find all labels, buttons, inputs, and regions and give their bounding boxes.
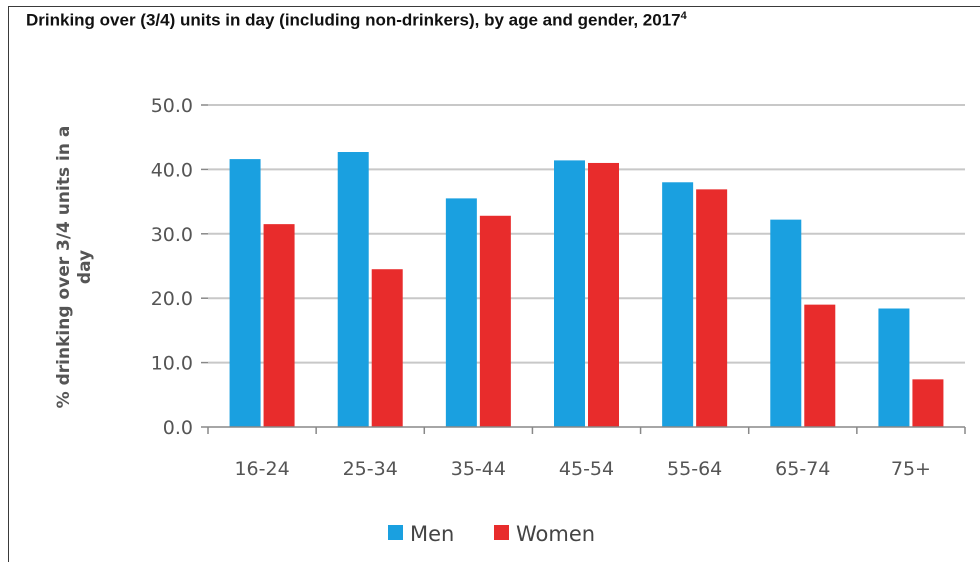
legend-label-men: Men: [410, 522, 454, 546]
bar-men-45-54: [554, 160, 585, 427]
y-tick-label: 30.0: [151, 224, 193, 246]
y-tick-labels: 0.0 10.0 20.0 30.0 40.0 50.0: [151, 95, 208, 439]
y-tick-label: 10.0: [151, 353, 193, 375]
x-tick-label: 65-74: [775, 458, 830, 480]
bar-women-75+: [912, 379, 944, 427]
legend-label-women: Women: [516, 522, 595, 546]
y-tick-label: 20.0: [151, 288, 193, 310]
bar-women-55-64: [696, 189, 728, 427]
legend-swatch-women: [494, 525, 509, 540]
bar-men-25-34: [337, 152, 369, 427]
gridlines: [208, 104, 965, 364]
bar-women-65-74: [804, 304, 836, 427]
x-tick-label: 55-64: [667, 458, 722, 480]
x-tick-labels: 16-24 25-34 35-44 45-54 55-64 65-74 75+: [234, 458, 931, 480]
y-tick-label: 40.0: [151, 159, 193, 181]
x-axis: [207, 426, 966, 434]
bar-women-35-44: [479, 215, 511, 427]
bars: [229, 152, 944, 427]
legend: Men Women: [388, 522, 595, 546]
legend-swatch-men: [388, 525, 403, 540]
bar-women-45-54: [588, 162, 619, 427]
bar-men-16-24: [229, 159, 261, 427]
bar-men-75+: [878, 308, 910, 427]
title-footnote: 4: [680, 10, 687, 22]
y-axis-label-line-2: day: [75, 250, 95, 284]
y-axis-label-line-1: % drinking over 3/4 units in a: [54, 126, 74, 409]
bar-women-25-34: [371, 269, 403, 427]
x-tick-label: 16-24: [234, 458, 289, 480]
chart-frame: [8, 6, 980, 562]
bar-men-55-64: [662, 182, 694, 427]
x-tick-label: 25-34: [343, 458, 398, 480]
bar-women-16-24: [263, 224, 295, 427]
y-tick-label: 50.0: [151, 95, 193, 117]
bar-men-35-44: [445, 198, 477, 427]
x-tick-label: 45-54: [559, 458, 614, 480]
chart-title: Drinking over (3/4) units in day (includ…: [26, 10, 687, 30]
x-tick-label: 35-44: [451, 458, 506, 480]
bar-men-65-74: [770, 219, 802, 427]
y-tick-label: 0.0: [163, 417, 193, 439]
x-tick-label: 75+: [891, 458, 931, 480]
